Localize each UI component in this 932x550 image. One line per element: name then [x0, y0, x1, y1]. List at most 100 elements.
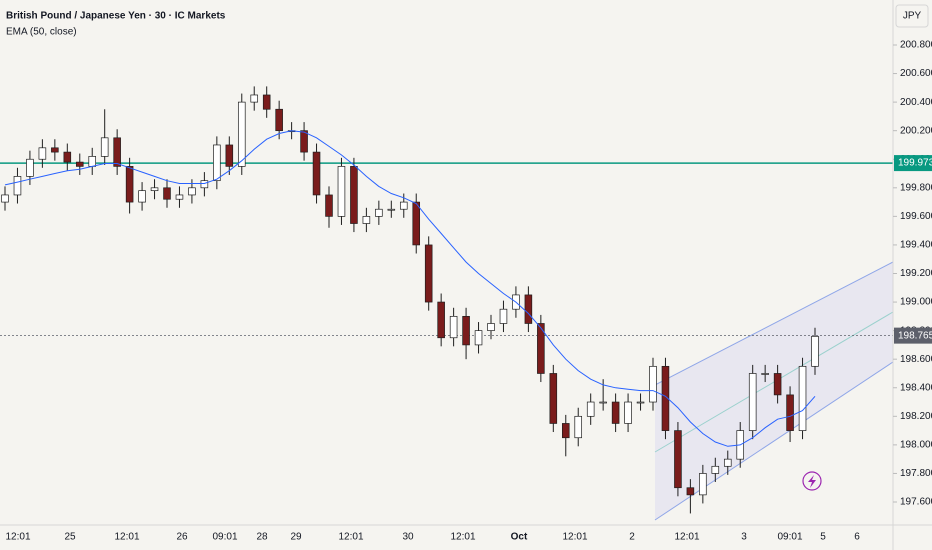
- plot-area: [0, 86, 894, 521]
- candle-body: [325, 194, 333, 217]
- candle-body: [499, 308, 508, 324]
- candle-body: [462, 315, 470, 346]
- x-tick-label: 3: [741, 532, 747, 543]
- candle-body: [624, 401, 632, 424]
- y-tick-label: 199.800: [900, 182, 932, 193]
- x-tick-label: 5: [820, 532, 826, 543]
- indicator-label: EMA (50, close): [6, 27, 77, 38]
- candle-body: [586, 401, 595, 417]
- candle-body: [138, 190, 146, 203]
- candle-body: [686, 487, 695, 496]
- x-tick-label: 12:01: [450, 532, 475, 543]
- price-label: 198.765: [898, 330, 932, 341]
- x-tick-label: 30: [402, 532, 414, 543]
- candle-body: [163, 187, 171, 200]
- y-tick-label: 200.200: [900, 125, 932, 136]
- ema-line: [4, 130, 816, 447]
- candle-body: [13, 176, 22, 196]
- candle-body: [748, 373, 757, 431]
- candle-body: [674, 430, 682, 489]
- candle-body: [312, 151, 321, 196]
- x-tick-label: 29: [290, 532, 302, 543]
- candle-body: [549, 373, 558, 424]
- x-tick-label: 25: [64, 532, 76, 543]
- price-label: 199.973: [898, 158, 932, 169]
- candle-body: [262, 94, 271, 110]
- candle-body: [537, 323, 545, 374]
- candle-body: [412, 201, 421, 246]
- candle-body: [487, 323, 495, 331]
- candle-body: [561, 423, 570, 439]
- candle-body: [75, 161, 84, 167]
- candle-body: [599, 401, 607, 404]
- y-tick-label: 198.400: [900, 382, 932, 393]
- candle-body: [225, 144, 234, 167]
- candle-body: [63, 151, 72, 163]
- candle-body: [337, 166, 346, 217]
- x-tick-label: 12:01: [114, 532, 139, 543]
- candle-body: [175, 194, 184, 200]
- y-tick-label: 198.000: [900, 440, 932, 451]
- candle-body: [300, 130, 308, 153]
- x-tick-label: 28: [256, 532, 268, 543]
- candle-body: [362, 216, 371, 224]
- y-tick-label: 197.800: [900, 468, 932, 479]
- y-tick-label: 198.600: [900, 354, 932, 365]
- candle-body: [26, 158, 34, 177]
- candle-body: [424, 244, 433, 303]
- candle-body: [237, 101, 246, 167]
- candle-body: [574, 415, 583, 439]
- candle-body: [449, 315, 458, 339]
- candle-body: [786, 394, 794, 431]
- candle-body: [636, 401, 645, 404]
- candle-body: [773, 373, 782, 396]
- x-tick-label: 2: [629, 532, 635, 543]
- y-tick-label: 197.600: [900, 497, 932, 508]
- candle-body: [100, 137, 109, 157]
- y-tick-label: 198.200: [900, 411, 932, 422]
- candle-body: [125, 166, 134, 203]
- chart-title: British Pound / Japanese Yen · 30 · IC M…: [6, 11, 226, 22]
- candle-body: [213, 144, 221, 182]
- candle-body: [200, 180, 209, 189]
- x-tick-label: 09:01: [777, 532, 802, 543]
- channel-top: [654, 261, 894, 386]
- candle-body: [150, 187, 159, 192]
- candle-body: [399, 201, 408, 210]
- x-tick-label: 12:01: [338, 532, 363, 543]
- candle-body: [524, 294, 533, 324]
- candle-body: [474, 330, 483, 346]
- candle-body: [761, 373, 769, 375]
- candle-body: [188, 187, 196, 196]
- candle-body: [38, 147, 47, 160]
- x-tick-label: 26: [176, 532, 188, 543]
- y-tick-label: 199.400: [900, 240, 932, 251]
- candle-body: [113, 137, 121, 167]
- y-tick-label: 199.000: [900, 297, 932, 308]
- currency-label[interactable]: JPY: [903, 11, 922, 22]
- event-icon-bolt: [808, 475, 816, 488]
- candle-body: [250, 94, 259, 103]
- y-tick-label: 200.400: [900, 97, 932, 108]
- y-tick-label: 200.600: [900, 68, 932, 79]
- y-tick-label: 199.600: [900, 211, 932, 222]
- price-label-box: [894, 327, 932, 344]
- candle-body: [798, 365, 807, 431]
- x-tick-label: 6: [854, 532, 860, 543]
- event-icon[interactable]: [802, 471, 822, 491]
- candle-body: [437, 301, 445, 339]
- currency-button[interactable]: [895, 4, 929, 28]
- candle-body: [88, 156, 97, 167]
- y-tick-label: 200.800: [900, 40, 932, 51]
- candle-body: [611, 401, 620, 424]
- candle-body: [711, 465, 720, 474]
- candle-body: [51, 147, 59, 153]
- x-tick-label: 09:01: [212, 532, 237, 543]
- candle-body: [275, 108, 283, 132]
- candle-body: [1, 194, 9, 203]
- candle-body: [387, 208, 396, 211]
- y-tick-label: 199.200: [900, 268, 932, 279]
